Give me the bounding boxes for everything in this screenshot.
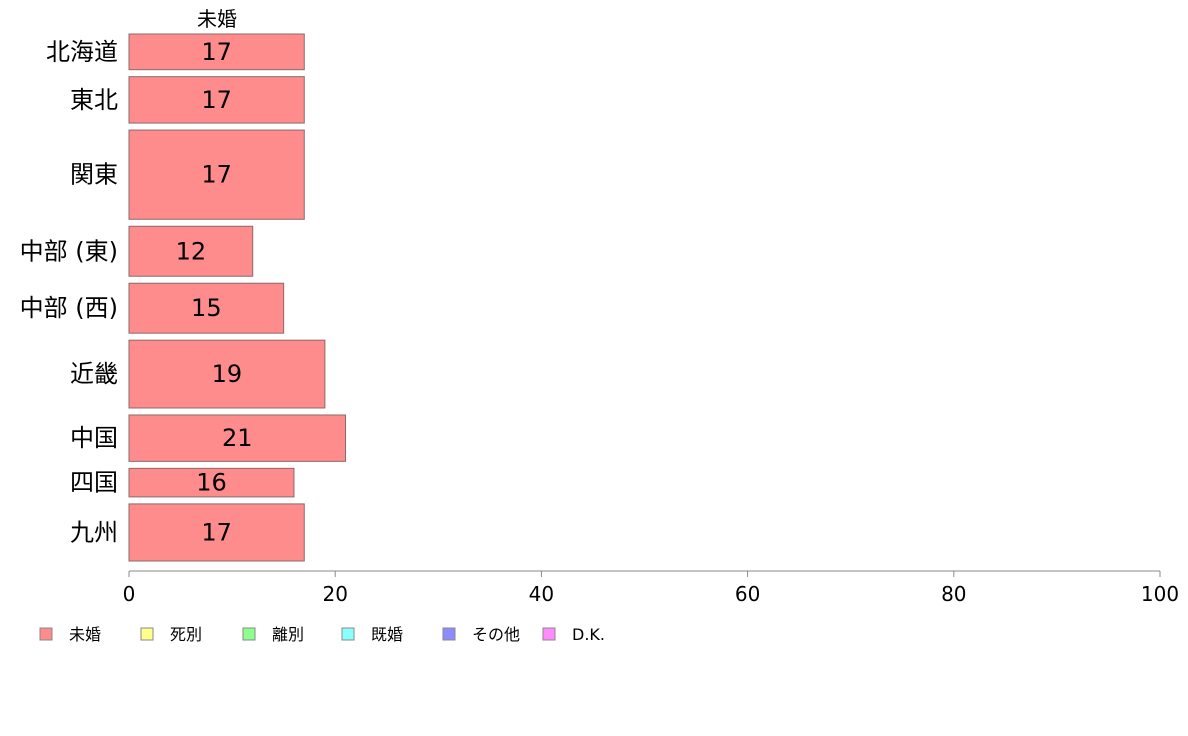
column-title: 未婚 xyxy=(197,7,237,31)
bar-value-label: 12 xyxy=(176,237,207,265)
x-tick-label: 20 xyxy=(322,582,347,606)
legend: 未婚 死別 離別 既婚 その他 D.K. xyxy=(39,625,605,644)
category-label: 関東 xyxy=(70,161,118,189)
bar-segment xyxy=(128,339,326,409)
category-label: 北海道 xyxy=(46,38,118,66)
bar-segment xyxy=(128,503,305,562)
legend-swatch xyxy=(542,627,556,641)
bar-segment xyxy=(128,225,254,277)
category-label: 四国 xyxy=(70,469,118,497)
bar-value-label: 17 xyxy=(201,86,232,114)
category-label: 九州 xyxy=(70,518,118,546)
category-label: 中部 (東) xyxy=(20,237,118,265)
bar-segment xyxy=(128,76,305,124)
category-label: 中部 (西) xyxy=(20,294,118,322)
bar-segment xyxy=(128,414,347,462)
bar-value-label: 17 xyxy=(201,518,232,546)
x-tick-label: 0 xyxy=(123,582,136,606)
bar-value-label: 16 xyxy=(196,469,227,497)
legend-label: 既婚 xyxy=(371,625,403,644)
category-label: 中国 xyxy=(70,424,118,452)
legend-swatch xyxy=(442,627,456,641)
bar-value-label: 19 xyxy=(212,360,243,388)
category-label: 近畿 xyxy=(70,360,118,388)
legend-swatch xyxy=(341,627,355,641)
legend-swatch xyxy=(242,627,256,641)
category-label: 東北 xyxy=(70,86,118,114)
bar-value-label: 15 xyxy=(191,294,222,322)
legend-swatch xyxy=(140,627,154,641)
bar-segment xyxy=(128,467,295,498)
legend-swatch xyxy=(39,627,53,641)
legend-label: その他 xyxy=(472,625,520,644)
bar-segment xyxy=(128,282,285,334)
legend-label: D.K. xyxy=(572,625,605,644)
x-tick-label: 40 xyxy=(529,582,554,606)
x-axis: 0 20 40 60 80 100 xyxy=(123,570,1179,606)
x-tick-label: 100 xyxy=(1141,582,1179,606)
legend-label: 未婚 xyxy=(69,625,101,644)
bar-segment xyxy=(128,129,305,220)
bar-value-label: 17 xyxy=(201,161,232,189)
bar-group: 北海道 17 東北 17 関東 17 中部 (東) 12 中部 (西) 15 近畿 19 中国 21 四国 1… xyxy=(20,33,347,562)
x-tick-label: 60 xyxy=(735,582,760,606)
bar-segment xyxy=(128,33,305,71)
bar-value-label: 17 xyxy=(201,38,232,66)
bar-value-label: 21 xyxy=(222,424,253,452)
x-tick-label: 80 xyxy=(941,582,966,606)
legend-label: 死別 xyxy=(170,625,202,644)
legend-label: 離別 xyxy=(272,625,304,644)
